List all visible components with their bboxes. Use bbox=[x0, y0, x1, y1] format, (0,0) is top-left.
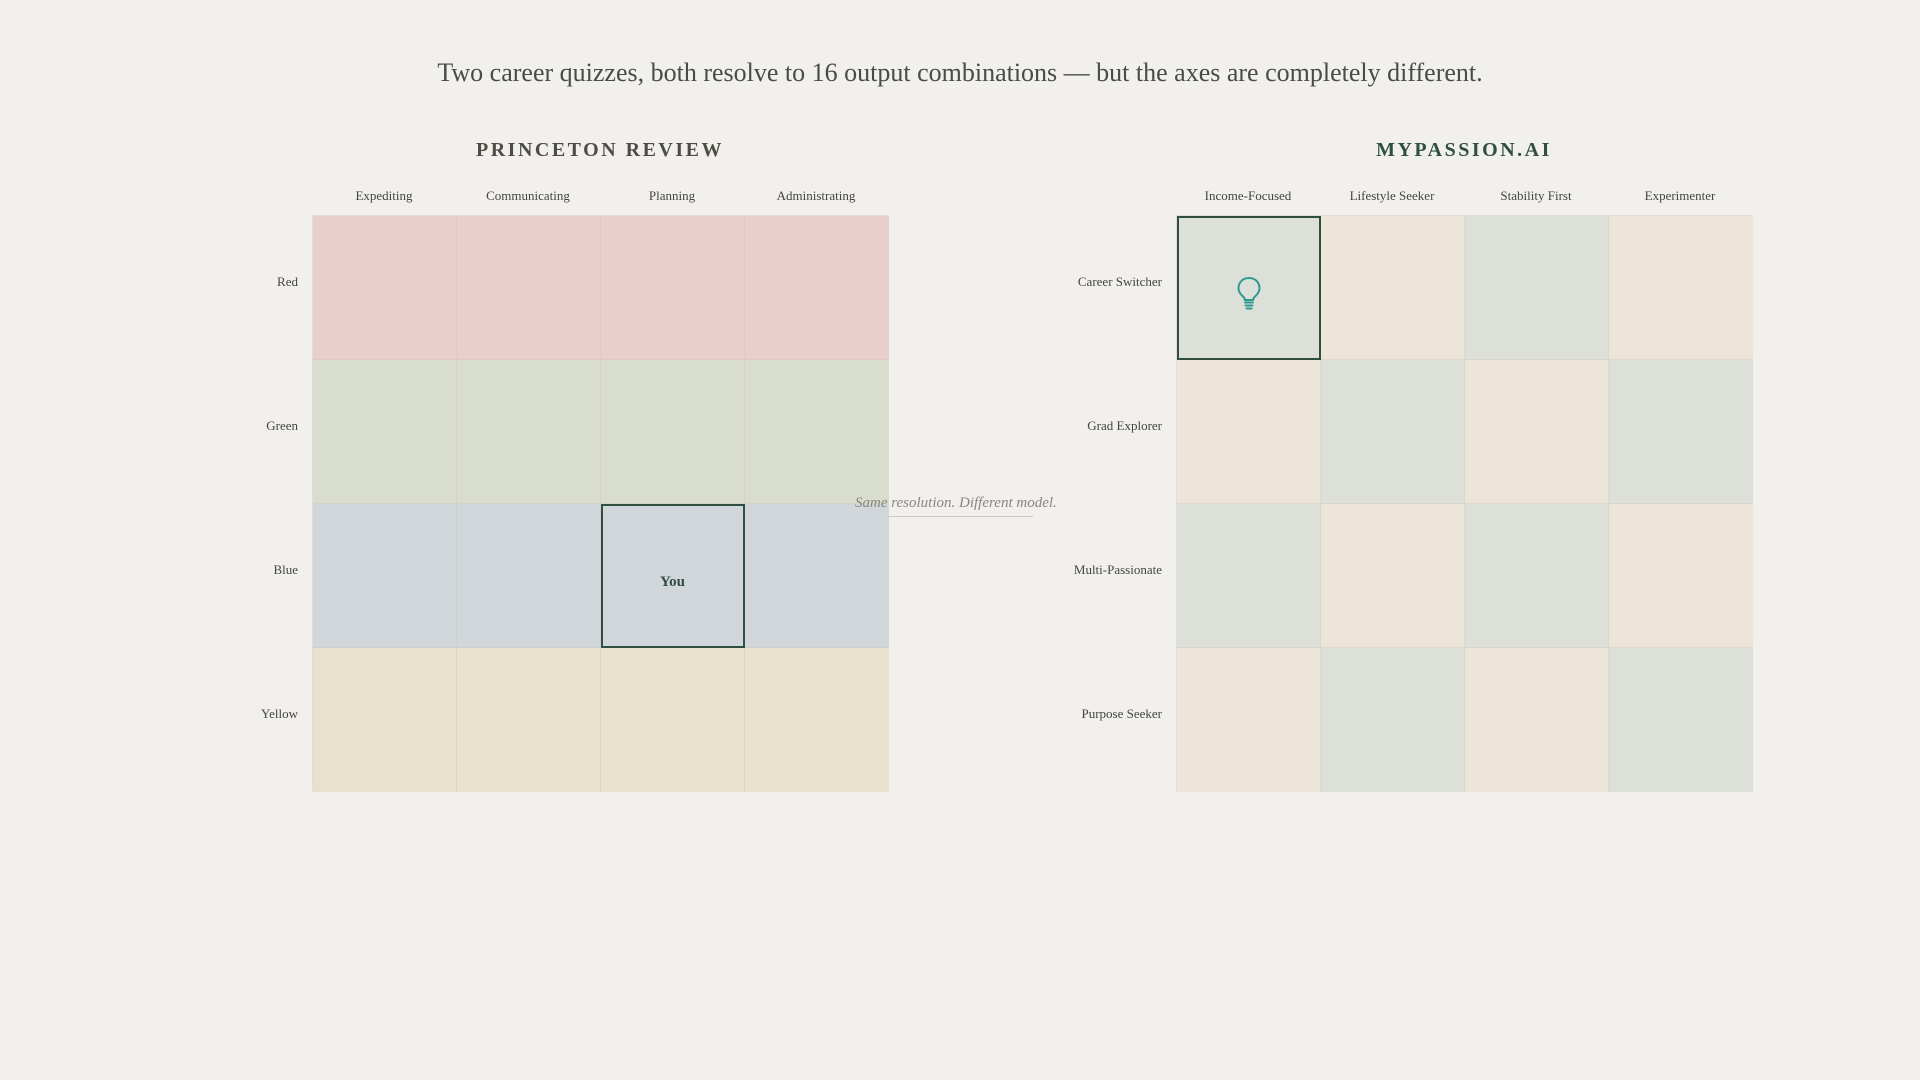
grid-cell bbox=[1321, 648, 1465, 792]
left-row-header-green: Green bbox=[266, 418, 298, 433]
headline: Two career quizzes, both resolve to 16 o… bbox=[437, 58, 1483, 87]
grid-cell bbox=[1321, 360, 1465, 504]
right-column-header-stability-first: Stability First bbox=[1500, 188, 1572, 203]
grid-cell bbox=[601, 648, 745, 792]
grid-cell bbox=[745, 504, 889, 648]
mypassion-grid bbox=[1176, 215, 1753, 792]
left-column-header-expediting: Expediting bbox=[355, 188, 413, 203]
grid-cell bbox=[1465, 216, 1609, 360]
right-row-header-grad-explorer: Grad Explorer bbox=[1087, 418, 1162, 433]
mypassion-title: MYPASSION.AI bbox=[1376, 139, 1552, 161]
you-label: You bbox=[659, 574, 685, 590]
left-column-header-communicating: Communicating bbox=[486, 188, 570, 203]
grid-cell bbox=[1177, 648, 1321, 792]
grid-cell bbox=[457, 216, 601, 360]
grid-cell bbox=[1177, 360, 1321, 504]
right-row-header-multi-passionate: Multi-Passionate bbox=[1073, 562, 1162, 577]
right-row-header-purpose-seeker: Purpose Seeker bbox=[1081, 706, 1162, 721]
grid-cell bbox=[1465, 648, 1609, 792]
grid-cell bbox=[457, 360, 601, 504]
princeton-review-grid: You bbox=[312, 215, 889, 792]
grid-cell bbox=[745, 360, 889, 504]
grid-cell bbox=[1177, 504, 1321, 648]
lightbulb-icon bbox=[1237, 276, 1260, 309]
left-row-header-blue: Blue bbox=[273, 562, 298, 577]
left-column-header-administrating: Administrating bbox=[776, 188, 856, 203]
grid-cell bbox=[313, 360, 457, 504]
right-column-header-experimenter: Experimenter bbox=[1644, 188, 1716, 203]
grid-cell bbox=[1609, 360, 1753, 504]
grid-cell bbox=[1321, 216, 1465, 360]
grid-cell bbox=[1465, 504, 1609, 648]
princeton-review-title: PRINCETON REVIEW bbox=[476, 139, 724, 161]
grid-cell bbox=[1609, 648, 1753, 792]
left-row-header-red: Red bbox=[277, 274, 298, 289]
right-row-header-career-switcher: Career Switcher bbox=[1077, 274, 1162, 289]
grid-cell bbox=[457, 648, 601, 792]
grid-cell bbox=[601, 360, 745, 504]
grid-cell bbox=[1609, 504, 1753, 648]
grid-cell bbox=[1321, 504, 1465, 648]
right-column-header-income-focused: Income-Focused bbox=[1204, 188, 1292, 203]
center-annotation: Same resolution. Different model. bbox=[855, 495, 1057, 511]
grid-cell bbox=[745, 648, 889, 792]
center-annotation-underline bbox=[888, 516, 1033, 517]
grid-cell bbox=[601, 216, 745, 360]
grid-cell bbox=[313, 216, 457, 360]
grid-cell bbox=[313, 504, 457, 648]
left-column-header-planning: Planning bbox=[648, 188, 696, 203]
right-column-header-lifestyle-seeker: Lifestyle Seeker bbox=[1349, 188, 1435, 203]
grid-cell bbox=[1465, 360, 1609, 504]
left-row-header-yellow: Yellow bbox=[261, 706, 298, 721]
grid-cell bbox=[457, 504, 601, 648]
lightbulb-marker-cell bbox=[1177, 216, 1321, 360]
grid-cell bbox=[1609, 216, 1753, 360]
you-marker-cell: You bbox=[601, 504, 745, 648]
grid-cell bbox=[745, 216, 889, 360]
grid-cell bbox=[313, 648, 457, 792]
